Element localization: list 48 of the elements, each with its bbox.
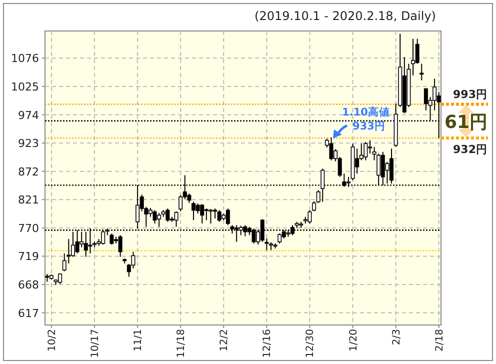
annotation: 1.10高値 933円	[342, 106, 390, 133]
candlestick	[217, 210, 222, 222]
x-tick-label: 12/2	[219, 329, 230, 352]
candlestick	[200, 204, 204, 224]
ref-line-label: 993円	[453, 88, 487, 102]
y-tick-label: 668	[18, 278, 39, 292]
candlestick	[208, 208, 213, 224]
candlestick	[226, 208, 230, 226]
candlestick	[110, 232, 114, 246]
y-tick-label: 1076	[11, 52, 39, 66]
y-tick-label: 1025	[11, 80, 39, 94]
candlestick	[278, 232, 282, 244]
candlestick	[178, 194, 183, 212]
x-tick-label: 10/17	[90, 329, 101, 358]
x-tick-label: 2/3	[391, 329, 402, 346]
x-tick-label: 1/20	[348, 329, 360, 352]
candlestick	[411, 38, 416, 76]
x-tick-label: 11/1	[133, 329, 144, 352]
candlestick	[204, 208, 208, 221]
x-tick-label: 12/16	[262, 329, 274, 358]
candlestick	[368, 140, 372, 154]
y-tick-label: 770	[18, 222, 39, 235]
y-tick-label: 719	[18, 250, 39, 264]
candlestick	[308, 210, 312, 224]
y-tick-label: 974	[18, 108, 39, 122]
y-tick-label: 617	[18, 306, 39, 320]
candlestick	[166, 208, 170, 222]
candlestick	[118, 234, 122, 258]
y-tick-label: 923	[18, 137, 39, 150]
candlestick	[152, 210, 157, 224]
x-tick-label: 10/2	[46, 329, 58, 352]
candlestick	[157, 212, 162, 228]
candlestick	[174, 210, 178, 228]
x-tick-label: 12/30	[305, 329, 316, 358]
y-tick-label: 821	[18, 194, 39, 207]
candlestick	[364, 141, 368, 161]
candlestick	[415, 38, 420, 64]
candlestick	[312, 200, 316, 212]
x-tick-label: 2/18	[434, 329, 446, 352]
y-tick-label: 872	[18, 165, 39, 178]
candlestick	[329, 137, 334, 161]
candlestick	[420, 63, 424, 81]
candlestick	[196, 203, 200, 214]
chart-subtitle: (2019.10.1 - 2020.2.18, Daily)	[254, 9, 436, 23]
candlestick	[84, 231, 88, 258]
legend-label: 932円	[453, 143, 487, 156]
x-tick-label: 11/18	[176, 329, 188, 358]
text: 61円	[444, 112, 488, 134]
